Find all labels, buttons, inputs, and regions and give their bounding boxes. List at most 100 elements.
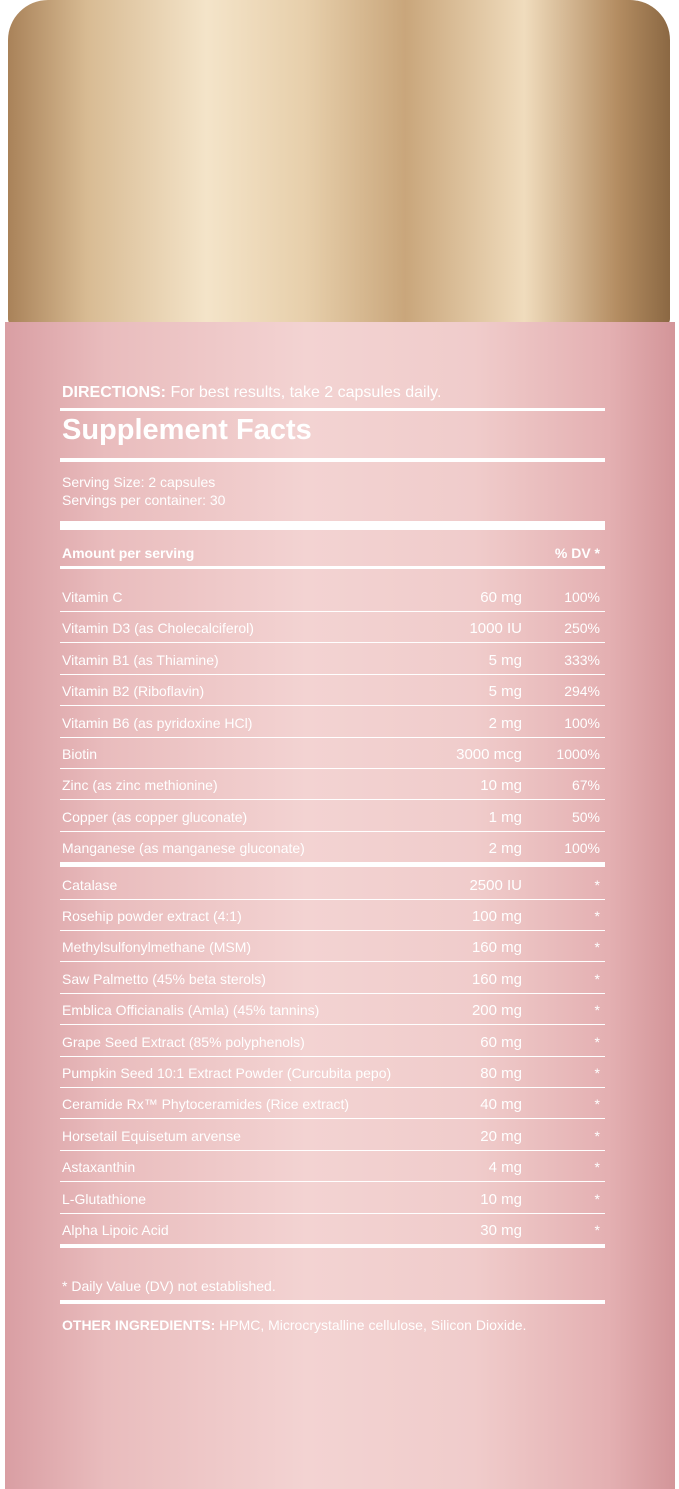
rule (60, 1087, 605, 1088)
rule (60, 408, 605, 411)
footnote: * Daily Value (DV) not established. (62, 1278, 276, 1294)
nutrient-name: Alpha Lipoic Acid (62, 1222, 169, 1238)
nutrient-name: Copper (as copper gluconate) (62, 808, 248, 825)
nutrient-dv: * (594, 939, 600, 956)
nutrient-name: Vitamin B6 (as pyridoxine HCl) (62, 714, 253, 731)
nutrient-amount: 20 mg (480, 1127, 522, 1145)
rule (60, 1300, 605, 1304)
nutrient-dv: * (594, 1065, 600, 1081)
rule (60, 799, 605, 801)
nutrient-amount: 2500 IU (469, 876, 522, 894)
nutrient-name: Pumpkin Seed 10:1 Extract Powder (Curcub… (62, 1065, 392, 1081)
nutrient-amount: 30 mg (480, 1222, 522, 1239)
rule (60, 1024, 605, 1026)
nutrient-dv: * (594, 1159, 600, 1176)
other-text: HPMC, Microcrystalline cellulose, Silico… (219, 1317, 527, 1333)
rule (60, 830, 605, 832)
nutrient-dv: * (594, 1033, 600, 1050)
nutrient-dv: * (594, 876, 600, 893)
rule (60, 1149, 605, 1151)
nutrient-dv: 100% (564, 589, 600, 605)
title: Supplement Facts (62, 414, 312, 446)
nutrient-name: Catalase (62, 876, 118, 893)
nutrient-dv: 333% (564, 651, 600, 668)
rule (60, 705, 605, 707)
nutrient-amount: 2 mg (488, 714, 522, 732)
rule (60, 961, 605, 963)
directions: DIRECTIONS: For best results, take 2 cap… (62, 384, 441, 402)
rule (60, 862, 605, 868)
nutrient-amount: 4 mg (488, 1159, 522, 1177)
nutrient-dv: * (594, 1127, 600, 1144)
nutrient-amount: 60 mg (480, 1033, 522, 1051)
rule (60, 1244, 605, 1248)
nutrient-amount: 80 mg (480, 1065, 522, 1082)
nutrient-dv: 100% (564, 840, 600, 857)
nutrient-dv: * (594, 1190, 600, 1207)
rule (60, 1212, 605, 1214)
nutrient-amount: 1 mg (488, 808, 522, 826)
nutrient-amount: 1000 IU (469, 620, 522, 638)
nutrient-amount: 5 mg (488, 683, 522, 701)
nutrient-name: Methylsulfonylmethane (MSM) (62, 939, 252, 956)
rule (60, 642, 605, 644)
nutrient-amount: 60 mg (480, 589, 522, 606)
rule (60, 673, 605, 675)
rule (60, 611, 605, 612)
nutrient-dv: 250% (564, 620, 600, 637)
amount-header: Amount per serving (62, 545, 195, 561)
nutrient-name: Saw Palmetto (45% beta sterols) (62, 970, 266, 987)
nutrient-dv: * (594, 1096, 600, 1113)
nutrient-name: L-Glutathione (62, 1190, 147, 1207)
nutrient-name: Grape Seed Extract (85% polyphenols) (62, 1033, 305, 1050)
nutrient-amount: 40 mg (480, 1096, 522, 1114)
nutrient-name: Horsetail Equisetum arvense (62, 1127, 241, 1144)
rule (60, 1118, 605, 1120)
nutrient-name: Astaxanthin (62, 1159, 136, 1176)
rule (60, 1181, 605, 1183)
nutrient-dv: * (594, 1002, 600, 1019)
rule (60, 1055, 605, 1057)
dv-header: % DV * (554, 545, 600, 561)
nutrient-dv: 294% (564, 683, 600, 700)
servings-per-container: Servings per container: 30 (62, 492, 226, 508)
nutrient-dv: 67% (571, 777, 600, 794)
nutrient-amount: 10 mg (480, 777, 522, 795)
directions-text: For best results, take 2 capsules daily. (170, 384, 442, 401)
rule (60, 521, 605, 530)
nutrient-dv: * (594, 908, 600, 924)
nutrient-amount: 160 mg (471, 939, 522, 957)
nutrient-name: Rosehip powder extract (4:1) (62, 908, 242, 924)
other-label: OTHER INGREDIENTS: (62, 1317, 216, 1333)
nutrient-name: Manganese (as manganese gluconate) (62, 840, 305, 857)
nutrient-dv: 100% (564, 714, 600, 731)
nutrient-name: Ceramide Rx™ Phytoceramides (Rice extrac… (62, 1096, 350, 1113)
serving-size: Serving Size: 2 capsules (62, 474, 216, 490)
directions-label: DIRECTIONS: (62, 384, 166, 401)
nutrient-amount: 160 mg (471, 970, 522, 988)
rule (60, 992, 605, 994)
rule (60, 930, 605, 931)
nutrient-amount: 5 mg (488, 651, 522, 669)
nutrient-amount: 100 mg (471, 908, 522, 925)
nutrient-name: Emblica Officianalis (Amla) (45% tannins… (62, 1002, 320, 1019)
nutrient-dv: * (594, 970, 600, 987)
nutrient-name: Vitamin B1 (as Thiamine) (62, 651, 219, 668)
rule (60, 768, 605, 769)
nutrient-amount: 10 mg (480, 1190, 522, 1208)
rule (60, 458, 605, 462)
nutrient-amount: 3000 mcg (456, 746, 522, 763)
pink-bottle (5, 322, 675, 1489)
nutrient-dv: 50% (571, 808, 600, 825)
rule (60, 898, 605, 900)
nutrient-dv: 1000% (556, 746, 600, 762)
nutrient-name: Vitamin B2 (Riboflavin) (62, 683, 205, 700)
nutrient-name: Vitamin C (62, 589, 123, 605)
nutrient-name: Vitamin D3 (as Cholecalciferol) (62, 620, 254, 637)
other-ingredients: OTHER INGREDIENTS: HPMC, Microcrystallin… (62, 1317, 526, 1333)
gold-cap (8, 0, 670, 325)
nutrient-amount: 2 mg (488, 840, 522, 858)
nutrient-dv: * (594, 1222, 600, 1238)
nutrient-amount: 200 mg (471, 1002, 522, 1020)
